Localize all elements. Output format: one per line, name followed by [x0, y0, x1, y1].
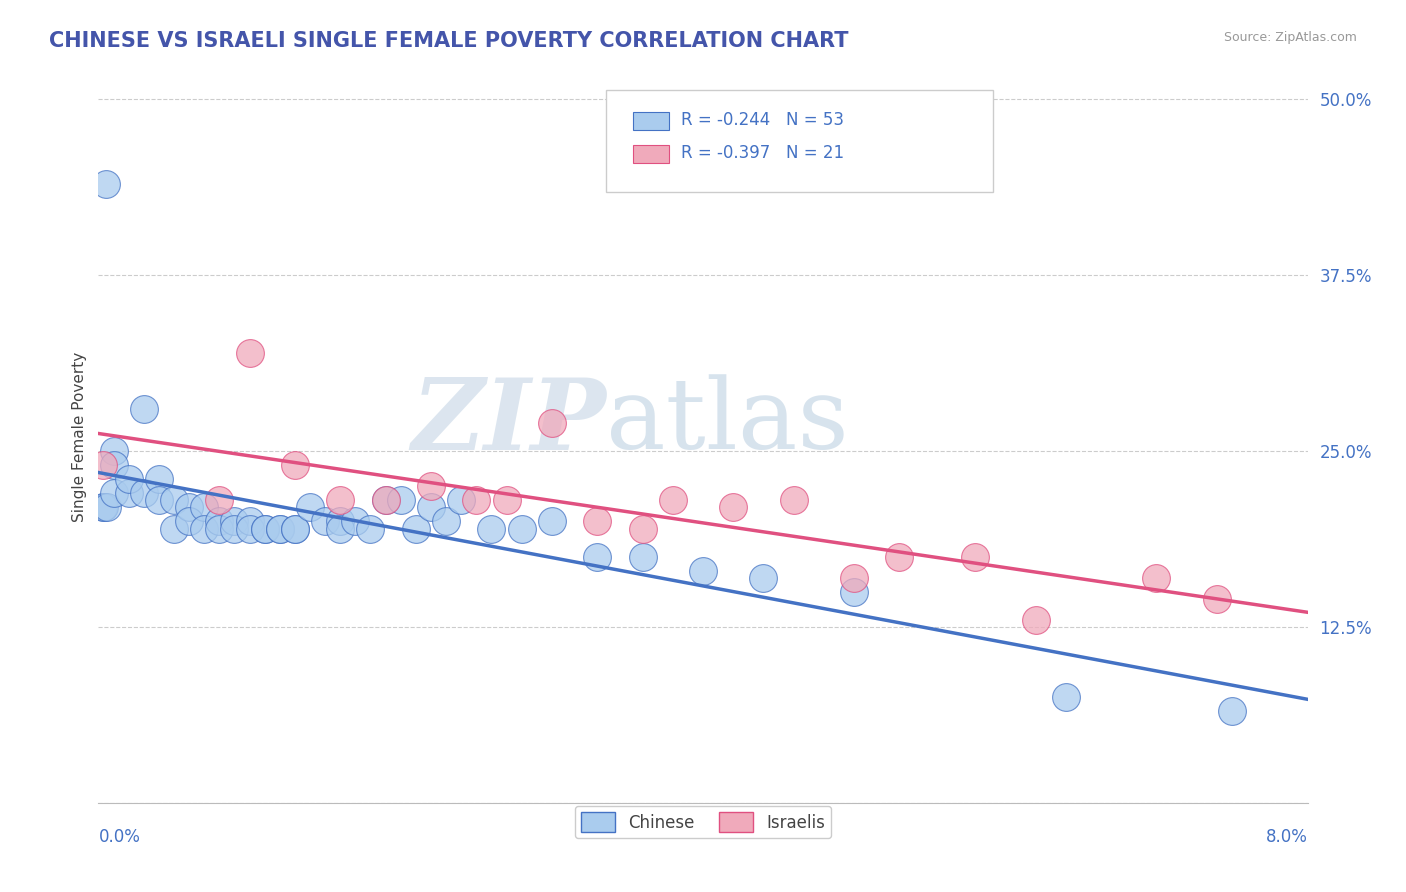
Point [481, 521, 503, 535]
Point [163, 493, 186, 508]
Point [434, 515, 457, 529]
Bar [633, 145, 669, 163]
Point [239, 345, 262, 359]
Point [495, 493, 517, 508]
Text: 8.0%: 8.0% [1265, 829, 1308, 847]
Point [284, 521, 307, 535]
Point [163, 521, 186, 535]
Point [540, 416, 562, 430]
Point [1025, 613, 1047, 627]
Point [269, 521, 291, 535]
Point [586, 549, 609, 564]
Point [179, 515, 201, 529]
Point [450, 493, 472, 508]
Point [1054, 690, 1077, 705]
Point [239, 521, 262, 535]
Point [631, 521, 654, 535]
Point [965, 549, 987, 564]
Point [103, 444, 125, 458]
Point [1146, 571, 1168, 585]
Text: atlas: atlas [606, 375, 849, 470]
Text: 0.0%: 0.0% [98, 829, 141, 847]
Point [420, 479, 443, 493]
Point [284, 521, 307, 535]
Point [389, 493, 412, 508]
Point [93, 500, 115, 515]
Point [314, 515, 336, 529]
Point [329, 493, 352, 508]
Point [374, 493, 396, 508]
Point [179, 500, 201, 515]
Point [253, 521, 276, 535]
Point [269, 521, 291, 535]
Point [148, 493, 170, 508]
Point [540, 515, 562, 529]
Point [91, 500, 114, 515]
Point [284, 458, 307, 473]
Point [405, 521, 427, 535]
Point [208, 515, 231, 529]
Point [783, 493, 806, 508]
Text: Source: ZipAtlas.com: Source: ZipAtlas.com [1223, 31, 1357, 45]
Point [374, 493, 396, 508]
Point [844, 584, 866, 599]
Point [1220, 705, 1243, 719]
FancyBboxPatch shape [606, 90, 993, 192]
Point [752, 571, 775, 585]
Point [360, 521, 382, 535]
Text: R = -0.244   N = 53: R = -0.244 N = 53 [682, 112, 844, 129]
Point [193, 500, 215, 515]
Point [132, 486, 155, 500]
Point [94, 177, 117, 191]
Point [299, 500, 322, 515]
Point [132, 401, 155, 416]
Point [118, 472, 141, 486]
Point [118, 486, 141, 500]
Point [96, 500, 118, 515]
Point [329, 515, 352, 529]
Point [329, 521, 352, 535]
Bar [633, 112, 669, 130]
Point [208, 521, 231, 535]
Point [103, 486, 125, 500]
Point [253, 521, 276, 535]
Point [631, 549, 654, 564]
Text: CHINESE VS ISRAELI SINGLE FEMALE POVERTY CORRELATION CHART: CHINESE VS ISRAELI SINGLE FEMALE POVERTY… [49, 31, 849, 51]
Point [692, 564, 714, 578]
Y-axis label: Single Female Poverty: Single Female Poverty [72, 352, 87, 522]
Text: ZIP: ZIP [412, 375, 606, 471]
Text: R = -0.397   N = 21: R = -0.397 N = 21 [682, 145, 845, 162]
Point [420, 500, 443, 515]
Point [465, 493, 488, 508]
Point [208, 493, 231, 508]
Point [1206, 591, 1229, 606]
Point [344, 515, 367, 529]
Point [586, 515, 609, 529]
Point [844, 571, 866, 585]
Point [723, 500, 745, 515]
Point [661, 493, 683, 508]
Point [224, 515, 246, 529]
Point [510, 521, 533, 535]
Point [224, 521, 246, 535]
Legend: Chinese, Israelis: Chinese, Israelis [575, 805, 831, 838]
Point [889, 549, 911, 564]
Point [148, 472, 170, 486]
Point [239, 515, 262, 529]
Point [91, 458, 114, 473]
Point [193, 521, 215, 535]
Point [103, 458, 125, 473]
